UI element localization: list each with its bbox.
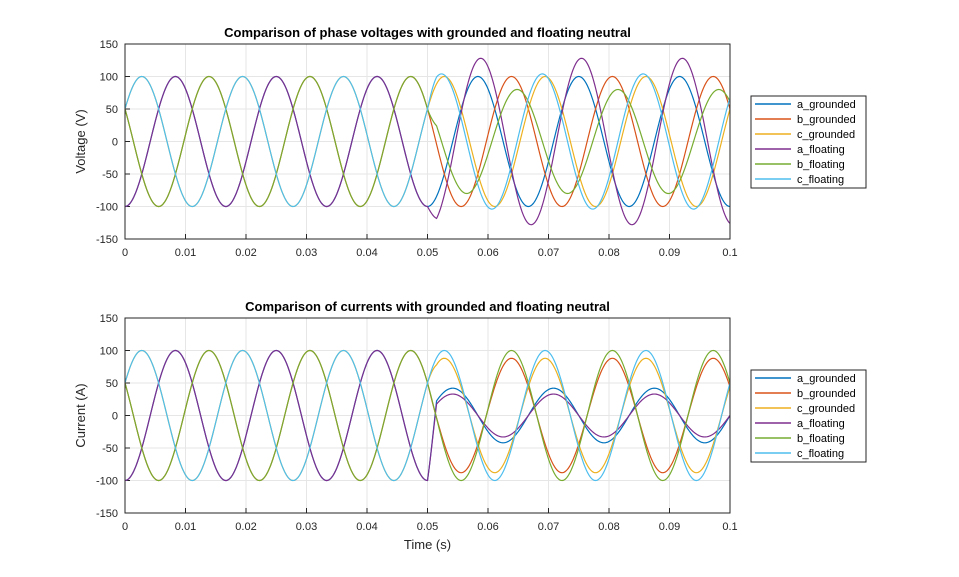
- y-tick-label: -50: [102, 443, 118, 455]
- y-tick-label: 0: [112, 137, 118, 149]
- legend: a_grounded b_grounded c_grounded a_floating…: [750, 369, 867, 463]
- legend-entry-c_floating: c_floating: [797, 174, 844, 186]
- x-tick-label: 0.01: [175, 247, 196, 259]
- x-tick-label: 0.07: [538, 247, 559, 259]
- chart-title: Comparison of phase voltages with ground…: [224, 25, 631, 40]
- x-tick-label: 0.04: [356, 521, 377, 533]
- x-tick-label: 0.1: [722, 521, 737, 533]
- x-tick-label: 0.03: [296, 247, 317, 259]
- x-tick-label: 0.02: [235, 247, 256, 259]
- legend-entry-b_floating: b_floating: [797, 433, 845, 445]
- x-axis-label: Time (s): [404, 537, 451, 552]
- series-line-c_floating: [125, 349, 730, 482]
- y-tick-label: 100: [100, 346, 118, 358]
- axes-box: [124, 43, 731, 240]
- legend-entry-c_floating: c_floating: [797, 448, 844, 460]
- x-tick-label: 0.06: [477, 247, 498, 259]
- x-tick-label: 0.05: [417, 247, 438, 259]
- subplot-1: 0 0.01 0.02 0.03 0.04 0.05 0.06 0.07 0.08 0.09 0.1…: [73, 25, 867, 259]
- legend-entry-a_floating: a_floating: [797, 418, 845, 430]
- y-tick-label: 100: [100, 72, 118, 84]
- x-tick-label: 0.09: [659, 247, 680, 259]
- x-tick-label: 0.03: [296, 521, 317, 533]
- x-tick-label: 0: [122, 247, 128, 259]
- y-axis-label: Voltage (V): [73, 109, 88, 173]
- x-tick-label: 0: [122, 521, 128, 533]
- y-axis-label: Current (A): [73, 383, 88, 447]
- legend-entry-c_grounded: c_grounded: [797, 129, 855, 141]
- y-tick-label: 150: [100, 39, 118, 51]
- x-tick-label: 0.06: [477, 521, 498, 533]
- legend: a_grounded b_grounded c_grounded a_floating…: [750, 95, 867, 189]
- legend-entry-a_grounded: a_grounded: [797, 373, 856, 385]
- x-tick-label: 0.08: [598, 521, 619, 533]
- series-line-a_floating: [125, 57, 730, 226]
- x-tick-label: 0.01: [175, 521, 196, 533]
- series-line-a_floating: [125, 349, 730, 482]
- x-tick-label: 0.1: [722, 247, 737, 259]
- legend-box: [750, 369, 867, 463]
- legend-entry-b_grounded: b_grounded: [797, 388, 856, 400]
- axes-box: [124, 317, 731, 514]
- subplot-2: 0 0.01 0.02 0.03 0.04 0.05 0.06 0.07 0.08 0.09 0.1…: [73, 299, 867, 552]
- y-tick-label: 150: [100, 313, 118, 325]
- x-tick-label: 0.07: [538, 521, 559, 533]
- legend-entry-b_floating: b_floating: [797, 159, 845, 171]
- y-tick-label: 50: [106, 378, 118, 390]
- y-tick-label: 50: [106, 104, 118, 116]
- legend-box: [750, 95, 867, 189]
- y-tick-label: -100: [96, 202, 118, 214]
- x-tick-label: 0.09: [659, 521, 680, 533]
- x-tick-label: 0.05: [417, 521, 438, 533]
- legend-entry-b_grounded: b_grounded: [797, 114, 856, 126]
- y-tick-label: -150: [96, 508, 118, 520]
- y-tick-label: -150: [96, 234, 118, 246]
- x-tick-label: 0.02: [235, 521, 256, 533]
- legend-entry-a_floating: a_floating: [797, 144, 845, 156]
- legend-entry-a_grounded: a_grounded: [797, 99, 856, 111]
- y-tick-label: -50: [102, 169, 118, 181]
- x-tick-label: 0.08: [598, 247, 619, 259]
- chart-title: Comparison of currents with grounded and…: [245, 299, 610, 314]
- y-tick-label: -100: [96, 476, 118, 488]
- legend-entry-c_grounded: c_grounded: [797, 403, 855, 415]
- x-tick-label: 0.04: [356, 247, 377, 259]
- y-tick-label: 0: [112, 411, 118, 423]
- series-line-c_floating: [125, 73, 730, 210]
